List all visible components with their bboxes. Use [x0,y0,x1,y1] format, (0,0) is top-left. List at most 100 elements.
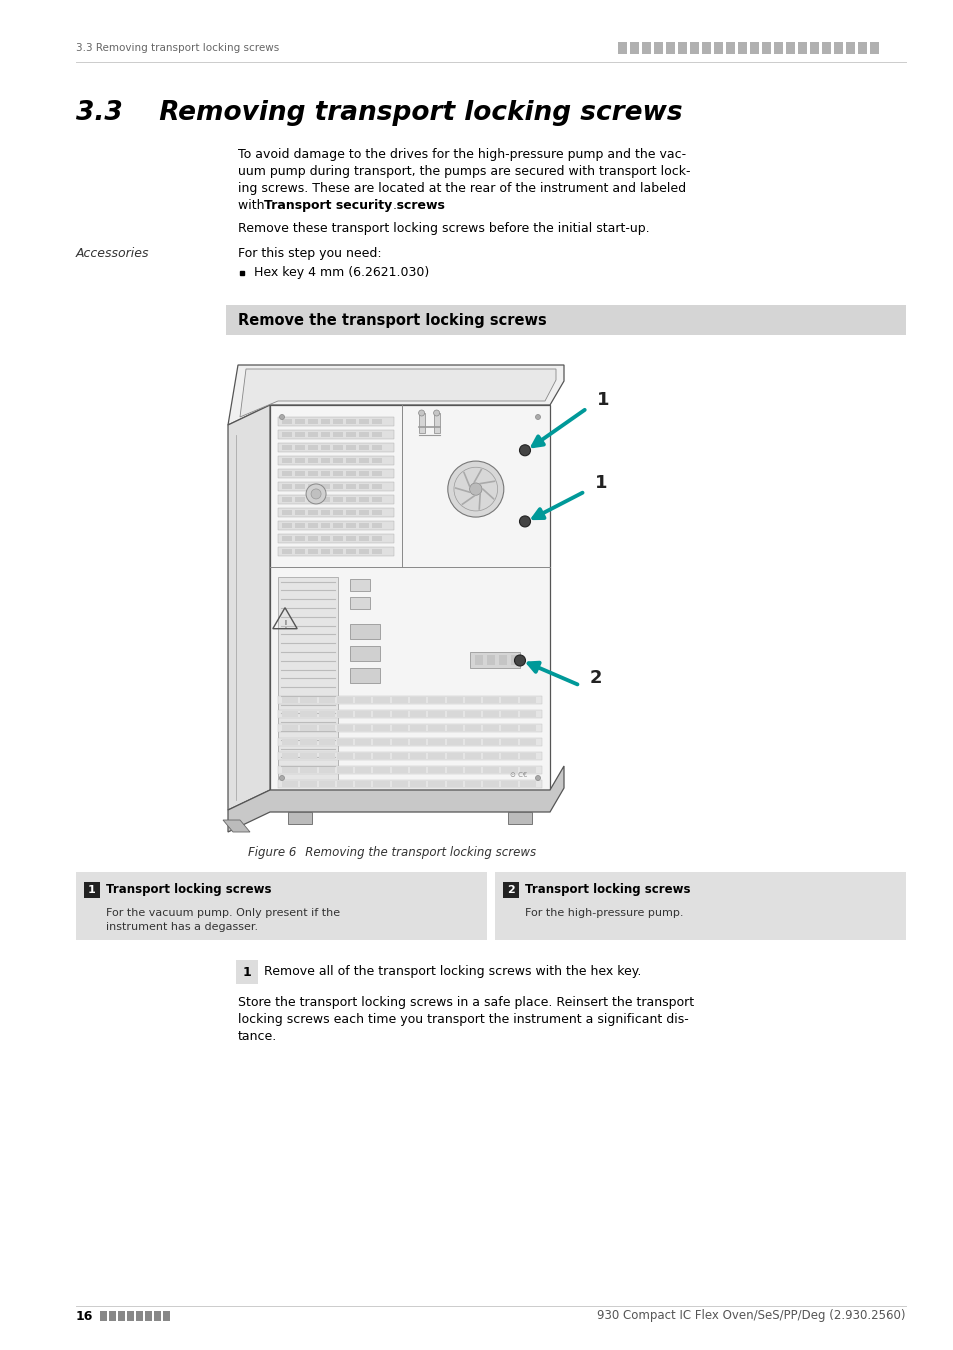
Bar [689,42,699,54]
Bar [738,42,746,54]
Bar [336,767,353,774]
Bar [434,413,439,433]
Bar [355,767,371,774]
Bar [318,753,335,759]
Bar [282,485,292,489]
Bar [346,471,355,477]
Bar [294,522,304,528]
Bar [318,697,335,703]
Bar [482,725,499,732]
Bar [318,767,335,774]
Bar [749,42,759,54]
Text: with: with [237,198,268,212]
Bar [109,1311,116,1322]
Bar [654,42,662,54]
Text: For this step you need:: For this step you need: [237,247,381,261]
Text: tance.: tance. [237,1030,277,1044]
Bar [501,697,517,703]
Text: 3.3    Removing transport locking screws: 3.3 Removing transport locking screws [76,100,682,126]
Bar [833,42,842,54]
Bar [482,753,499,759]
Bar [350,645,379,660]
Bar [277,547,394,556]
Bar [410,725,426,732]
Bar [372,418,381,424]
Text: Figure 6: Figure 6 [248,846,296,859]
Polygon shape [228,364,563,425]
Bar [372,510,381,514]
Bar [336,740,353,745]
Bar [641,42,650,54]
Bar [428,767,444,774]
Bar [346,536,355,541]
Bar [308,446,317,450]
Bar [145,1311,152,1322]
Bar [410,753,426,759]
Bar [294,458,304,463]
Bar [629,42,639,54]
Bar [350,597,370,609]
Bar [333,549,343,553]
Bar [270,405,550,790]
Bar [308,536,317,541]
Circle shape [535,775,540,780]
Bar [318,740,335,745]
Bar [346,510,355,514]
Bar [486,656,495,666]
Bar [282,432,292,437]
Bar [320,446,330,450]
Bar [470,652,519,668]
Bar [845,42,854,54]
Bar [809,42,818,54]
Bar [277,576,337,780]
Bar [294,485,304,489]
Text: For the high-pressure pump.: For the high-pressure pump. [524,909,682,918]
Text: 2: 2 [589,670,602,687]
Bar [282,497,292,502]
Bar [498,656,506,666]
Text: Transport locking screws: Transport locking screws [524,883,690,896]
Bar [346,432,355,437]
Bar [320,497,330,502]
Bar [392,697,408,703]
Text: 930 Compact IC Flex Oven/SeS/PP/Deg (2.930.2560): 930 Compact IC Flex Oven/SeS/PP/Deg (2.9… [597,1310,905,1323]
Bar [355,711,371,717]
Bar [277,508,394,517]
Bar [320,458,330,463]
Bar [725,42,734,54]
Bar [358,458,369,463]
Bar [495,872,905,940]
Text: instrument has a degasser.: instrument has a degasser. [106,922,258,931]
Bar [372,446,381,450]
Bar [282,458,292,463]
Bar [373,711,390,717]
Bar [428,725,444,732]
Bar [519,740,536,745]
Bar [282,510,292,514]
Bar [372,458,381,463]
Bar [358,536,369,541]
Bar [333,471,343,477]
Bar [665,42,675,54]
Bar [464,753,480,759]
Bar [678,42,686,54]
Bar [153,1311,161,1322]
Bar [519,753,536,759]
Bar [235,960,257,984]
Bar [392,782,408,787]
Bar [355,697,371,703]
Bar [294,471,304,477]
Bar [282,782,298,787]
Bar [418,413,424,433]
Bar [857,42,866,54]
Bar [355,782,371,787]
Bar [277,767,541,774]
Bar [410,782,426,787]
Bar [358,471,369,477]
Bar [428,782,444,787]
Bar [277,456,394,464]
Bar [277,468,394,478]
Bar [277,697,541,705]
Text: !: ! [283,620,287,629]
Bar [300,725,316,732]
